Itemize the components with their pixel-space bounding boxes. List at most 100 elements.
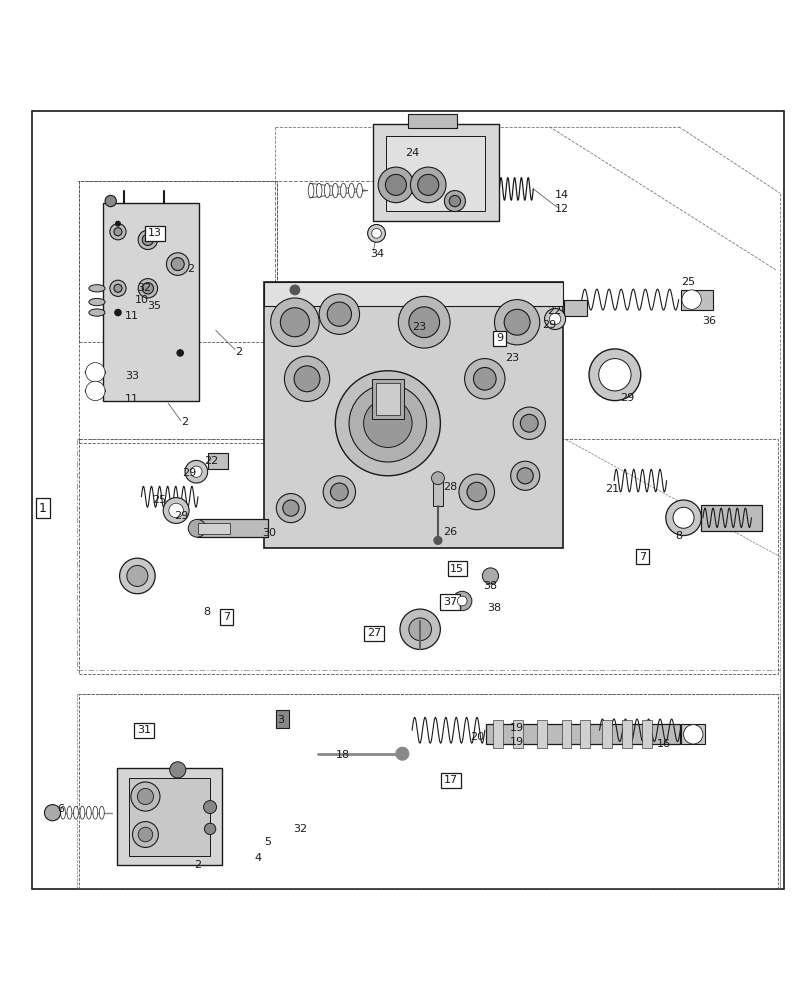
Circle shape <box>323 476 356 508</box>
Circle shape <box>185 460 208 483</box>
Ellipse shape <box>89 285 105 292</box>
Bar <box>376 383 400 415</box>
Ellipse shape <box>61 806 65 819</box>
Ellipse shape <box>349 183 354 198</box>
Circle shape <box>330 483 348 501</box>
Circle shape <box>86 363 105 382</box>
Circle shape <box>372 229 381 238</box>
Bar <box>433 478 443 506</box>
Circle shape <box>385 174 406 195</box>
Ellipse shape <box>357 183 362 198</box>
Bar <box>373 124 499 221</box>
Circle shape <box>191 466 202 477</box>
Bar <box>408 114 457 128</box>
Text: 29: 29 <box>620 393 634 403</box>
Circle shape <box>520 414 538 432</box>
Circle shape <box>545 309 566 330</box>
Bar <box>602 720 612 748</box>
Text: 2: 2 <box>187 264 194 274</box>
Circle shape <box>400 609 440 649</box>
Circle shape <box>513 407 545 439</box>
Text: 29: 29 <box>174 511 188 521</box>
Text: 7: 7 <box>223 612 229 622</box>
Circle shape <box>166 253 189 275</box>
Circle shape <box>138 279 158 298</box>
Bar <box>264 282 563 548</box>
Text: 6: 6 <box>57 804 64 814</box>
Ellipse shape <box>341 183 346 198</box>
Circle shape <box>673 507 694 528</box>
Text: 11: 11 <box>124 311 139 321</box>
Ellipse shape <box>317 183 322 198</box>
Circle shape <box>517 468 533 484</box>
Circle shape <box>682 290 701 309</box>
Text: 35: 35 <box>147 301 162 311</box>
Ellipse shape <box>325 183 330 198</box>
Circle shape <box>276 494 305 523</box>
Text: 37: 37 <box>443 597 457 607</box>
Circle shape <box>368 224 385 242</box>
Bar <box>208 453 228 469</box>
Text: 38: 38 <box>487 603 502 613</box>
Circle shape <box>133 822 158 847</box>
Text: 29: 29 <box>182 468 196 478</box>
Text: 2: 2 <box>181 417 187 427</box>
Circle shape <box>138 230 158 250</box>
Bar <box>129 778 210 856</box>
Bar <box>117 768 222 865</box>
Text: 9: 9 <box>496 333 503 343</box>
Circle shape <box>138 827 153 842</box>
Text: 25: 25 <box>681 277 696 287</box>
Text: 11: 11 <box>124 394 139 404</box>
Bar <box>79 439 778 674</box>
Text: 20: 20 <box>469 732 484 742</box>
Circle shape <box>473 367 496 390</box>
Text: 24: 24 <box>405 148 419 158</box>
Circle shape <box>327 302 351 326</box>
Bar <box>564 300 587 316</box>
Circle shape <box>105 195 116 207</box>
Text: 18: 18 <box>335 750 350 760</box>
Circle shape <box>116 221 120 226</box>
Circle shape <box>504 309 530 335</box>
Circle shape <box>418 174 439 195</box>
Circle shape <box>467 482 486 502</box>
Text: 21: 21 <box>605 484 620 494</box>
Text: 2: 2 <box>236 347 242 357</box>
Text: 30: 30 <box>262 528 276 538</box>
Bar <box>493 720 503 748</box>
Circle shape <box>163 498 189 523</box>
Bar <box>386 136 485 211</box>
Text: 19: 19 <box>510 723 524 733</box>
Polygon shape <box>264 282 563 306</box>
Circle shape <box>549 313 561 325</box>
Text: 27: 27 <box>367 628 381 638</box>
Circle shape <box>284 356 330 401</box>
Ellipse shape <box>86 368 106 376</box>
Text: 10: 10 <box>134 295 149 305</box>
Ellipse shape <box>74 806 78 819</box>
Bar <box>372 379 404 419</box>
Text: 26: 26 <box>443 527 457 537</box>
Circle shape <box>494 300 540 345</box>
Text: 16: 16 <box>656 739 671 749</box>
Circle shape <box>294 366 320 392</box>
Circle shape <box>86 381 105 401</box>
Ellipse shape <box>54 806 59 819</box>
Circle shape <box>364 399 412 447</box>
Ellipse shape <box>86 387 106 395</box>
Ellipse shape <box>93 806 98 819</box>
Circle shape <box>114 284 122 292</box>
Circle shape <box>444 191 465 212</box>
Text: 8: 8 <box>204 607 210 617</box>
Bar <box>642 720 652 748</box>
Text: 22: 22 <box>204 456 218 466</box>
Text: 13: 13 <box>148 228 162 238</box>
Circle shape <box>204 823 216 835</box>
Text: 32: 32 <box>137 283 151 293</box>
Circle shape <box>169 503 183 518</box>
Text: 12: 12 <box>554 204 569 214</box>
Text: 36: 36 <box>702 316 717 326</box>
Ellipse shape <box>80 806 85 819</box>
Text: 23: 23 <box>412 322 427 332</box>
